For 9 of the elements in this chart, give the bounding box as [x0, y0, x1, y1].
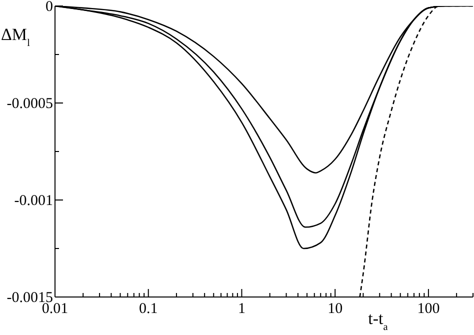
y-axis-title: ΔM$_{l}$: [1, 25, 30, 48]
y-tick-label: -0.001: [14, 193, 53, 209]
y-tick-label: 0: [46, 0, 53, 15]
x-tick-label: 100: [417, 301, 440, 317]
x-axis-title: t-t$_{a}$: [368, 309, 388, 332]
x-tick-label: 0.1: [138, 301, 158, 317]
x-tick-label: 10: [328, 301, 343, 317]
y-tick-label: -0.0005: [6, 96, 53, 112]
x-tick-label: 1: [238, 301, 246, 317]
